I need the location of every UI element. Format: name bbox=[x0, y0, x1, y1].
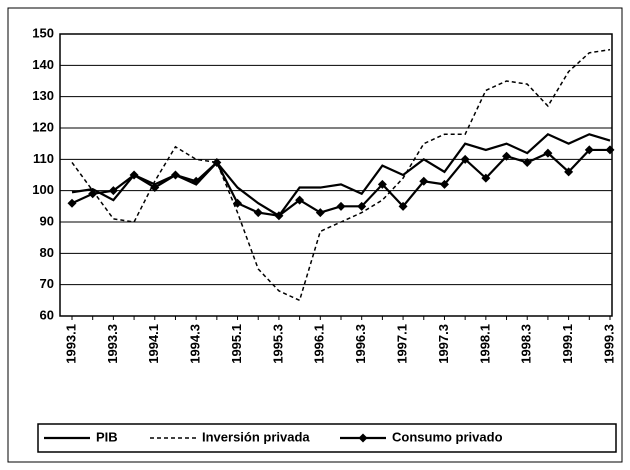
x-tick-label: 1995.3 bbox=[270, 324, 285, 364]
point-marker bbox=[357, 201, 367, 211]
x-tick-label: 1993.1 bbox=[63, 324, 78, 364]
y-tick-label: 100 bbox=[32, 182, 54, 197]
point-marker bbox=[439, 179, 449, 189]
y-tick-label: 60 bbox=[40, 307, 54, 322]
point-marker bbox=[108, 186, 118, 196]
point-marker bbox=[315, 208, 325, 218]
x-tick-label: 1999.3 bbox=[601, 324, 616, 364]
point-marker bbox=[564, 167, 574, 177]
x-tick-label: 1996.3 bbox=[353, 324, 368, 364]
series-line bbox=[71, 132, 611, 218]
point-marker bbox=[584, 145, 594, 155]
x-tick-label: 1998.1 bbox=[477, 324, 492, 364]
point-marker bbox=[129, 170, 139, 180]
x-tick-label: 1995.1 bbox=[229, 324, 244, 364]
point-marker bbox=[170, 170, 180, 180]
y-tick-label: 150 bbox=[32, 25, 54, 40]
point-marker bbox=[460, 154, 470, 164]
x-tick-label: 1994.3 bbox=[188, 324, 203, 364]
point-marker bbox=[191, 176, 201, 186]
point-marker bbox=[88, 189, 98, 199]
point-marker bbox=[543, 148, 553, 158]
series-line bbox=[71, 48, 611, 302]
legend-marker bbox=[358, 433, 368, 443]
chart-frame bbox=[7, 7, 623, 463]
x-tick-label: 1994.1 bbox=[146, 324, 161, 364]
point-marker bbox=[605, 145, 615, 155]
legend-label: Consumo privado bbox=[392, 429, 503, 444]
x-tick-label: 1997.3 bbox=[436, 324, 451, 364]
y-tick-label: 130 bbox=[32, 88, 54, 103]
y-tick-label: 90 bbox=[40, 213, 54, 228]
point-marker bbox=[522, 157, 532, 167]
point-marker bbox=[295, 195, 305, 205]
legend-label: PIB bbox=[96, 429, 118, 444]
point-marker bbox=[274, 211, 284, 221]
point-marker bbox=[377, 179, 387, 189]
point-marker bbox=[502, 151, 512, 161]
x-tick-label: 1997.1 bbox=[395, 324, 410, 364]
y-tick-label: 70 bbox=[40, 276, 54, 291]
point-marker bbox=[398, 201, 408, 211]
y-tick-label: 80 bbox=[40, 245, 54, 260]
legend-label: Inversión privada bbox=[202, 429, 310, 444]
point-marker bbox=[212, 157, 222, 167]
point-marker bbox=[150, 183, 160, 193]
point-marker bbox=[233, 198, 243, 208]
point-marker bbox=[253, 208, 263, 218]
point-marker bbox=[67, 198, 77, 208]
plot-area bbox=[59, 33, 613, 317]
x-tick-label: 1999.1 bbox=[560, 324, 575, 364]
point-marker bbox=[481, 173, 491, 183]
x-tick-label: 1993.3 bbox=[105, 324, 120, 364]
x-tick-label: 1996.1 bbox=[312, 324, 327, 364]
point-marker bbox=[336, 201, 346, 211]
point-marker bbox=[419, 176, 429, 186]
y-tick-label: 140 bbox=[32, 57, 54, 72]
y-tick-label: 120 bbox=[32, 119, 54, 134]
legend-box bbox=[37, 423, 617, 453]
y-tick-label: 110 bbox=[33, 151, 54, 166]
x-tick-label: 1998.3 bbox=[519, 324, 534, 364]
